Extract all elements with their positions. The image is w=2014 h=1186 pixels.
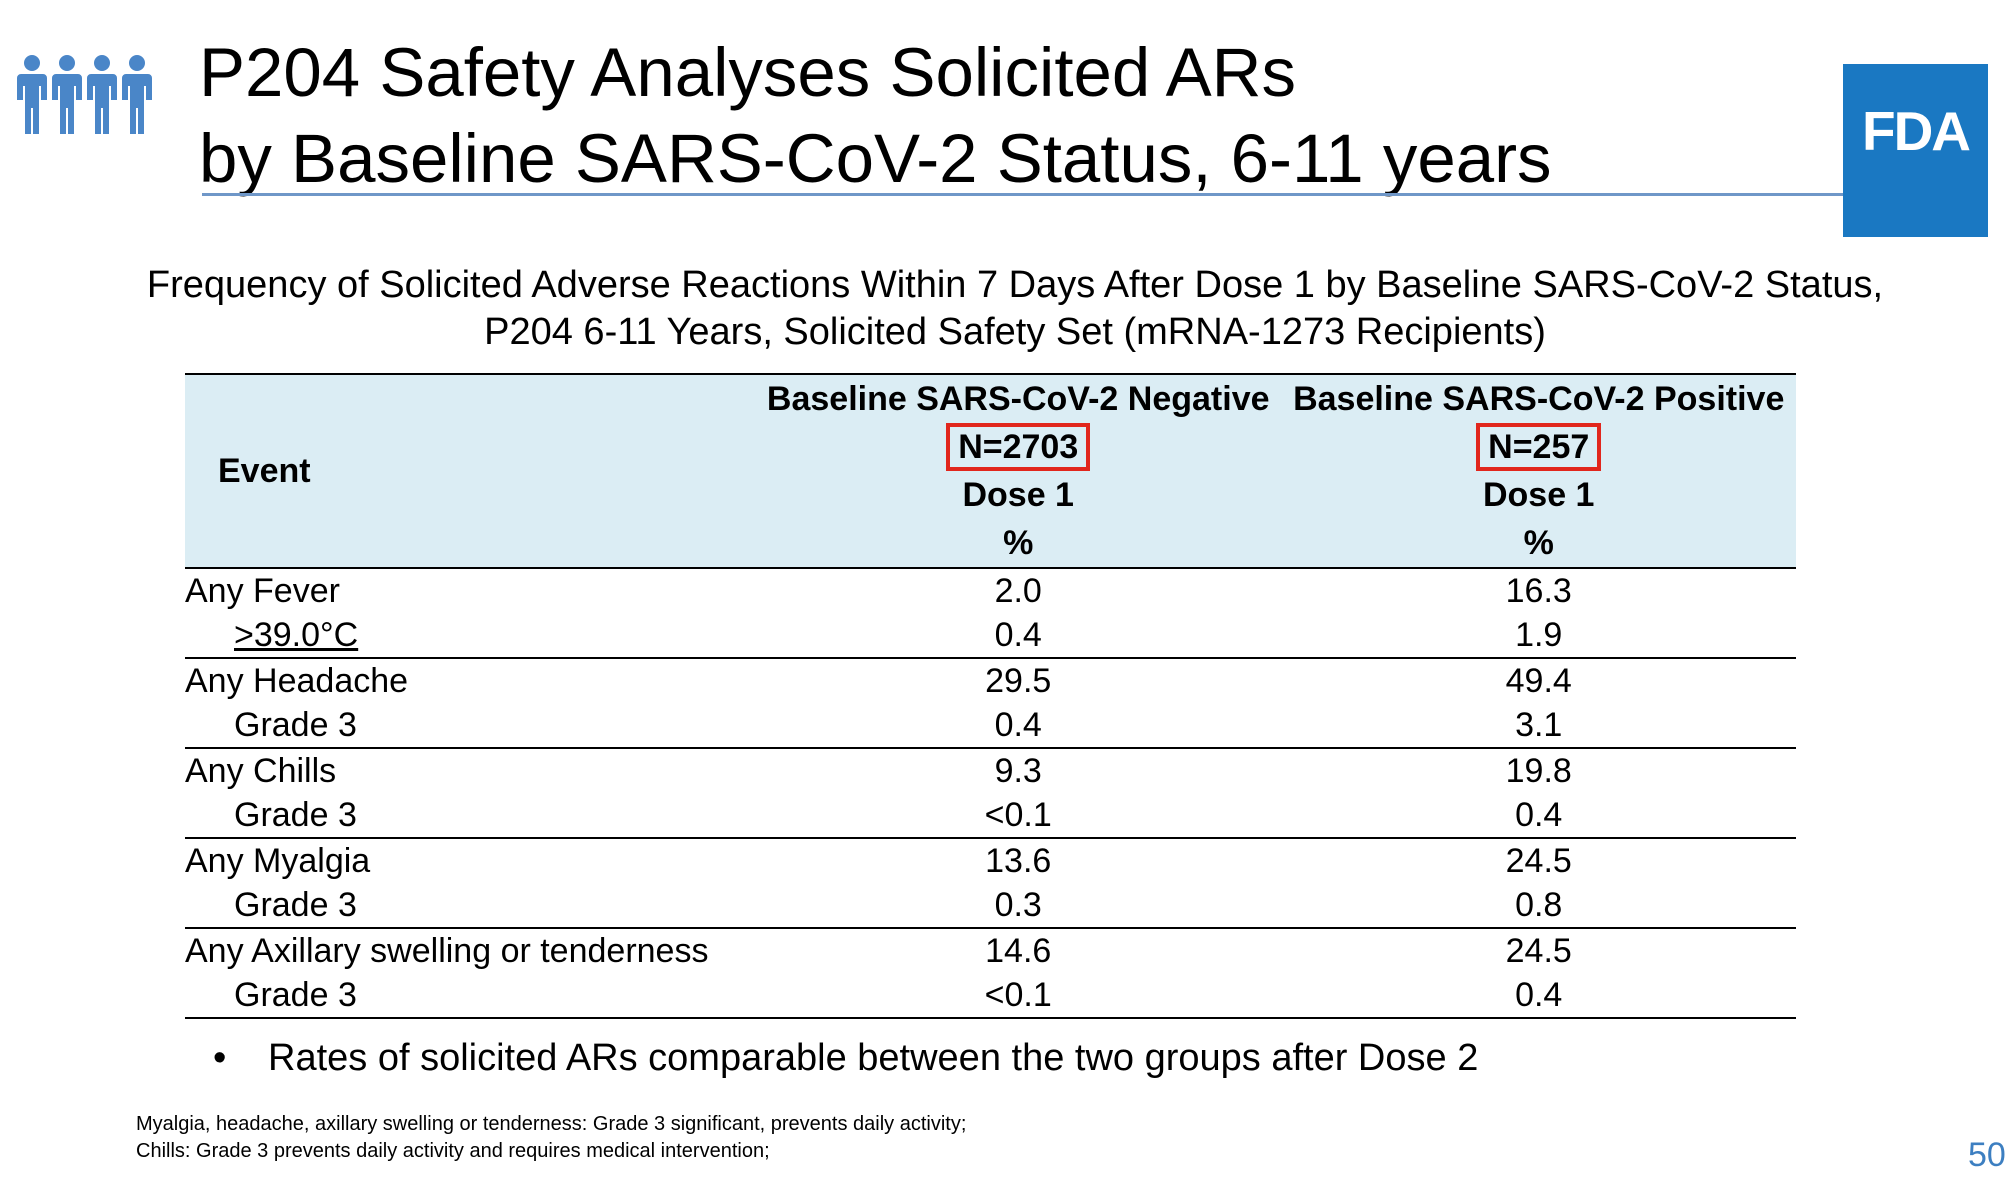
event-cell: Any Myalgia xyxy=(185,842,371,880)
negative-value-cell: 0.4 xyxy=(755,703,1282,749)
summary-bullet: • Rates of solicited ARs comparable betw… xyxy=(213,1034,1478,1082)
positive-column-header: Baseline SARS-CoV-2 Positive N=257 Dose … xyxy=(1281,374,1796,568)
page-number: 50 xyxy=(1968,1136,2006,1174)
negative-value-cell: 13.6 xyxy=(985,842,1052,880)
positive-value-cell: 24.5 xyxy=(1505,932,1572,970)
positive-unit-label: % xyxy=(1523,524,1554,562)
summary-bullet-text: Rates of solicited ARs comparable betwee… xyxy=(268,1037,1479,1079)
caption-line-2: P204 6-11 Years, Solicited Safety Set (m… xyxy=(484,311,1546,353)
title-line-1: P204 Safety Analyses Solicited ARs xyxy=(199,34,1296,111)
table-row: Grade 3 <0.1 0.4 xyxy=(185,973,1796,1019)
negative-value-cell: <0.1 xyxy=(755,793,1282,839)
table-caption: Frequency of Solicited Adverse Reactions… xyxy=(100,262,1930,356)
event-cell: Any Headache xyxy=(185,662,409,700)
negative-value-cell: <0.1 xyxy=(755,973,1282,1019)
negative-column-title: Baseline SARS-CoV-2 Negative xyxy=(766,380,1270,418)
positive-value-cell: 1.9 xyxy=(1281,613,1796,659)
positive-value-cell: 16.3 xyxy=(1281,567,1796,613)
bullet-dot-icon: • xyxy=(213,1037,227,1079)
positive-value-cell: 0.4 xyxy=(1281,793,1796,839)
positive-value-cell: 0.8 xyxy=(1281,883,1796,929)
event-cell: Grade 3 xyxy=(185,973,755,1019)
table-row: Grade 3 0.4 3.1 xyxy=(185,703,1796,749)
negative-dose-label: Dose 1 xyxy=(962,476,1074,514)
event-text: >39.0°C xyxy=(234,616,359,654)
positive-value-cell: 3.1 xyxy=(1281,703,1796,749)
event-cell: Any Chills xyxy=(185,752,337,790)
event-cell: Grade 3 xyxy=(185,703,755,749)
people-group-icon xyxy=(17,55,152,134)
footnote-line-1: Myalgia, headache, axillary swelling or … xyxy=(136,1113,967,1135)
table-row: Any Myalgia 13.6 24.5 xyxy=(185,838,1796,883)
title-line-2: by Baseline SARS-CoV-2 Status, 6-11 year… xyxy=(199,120,1552,197)
event-cell: Any Axillary swelling or tenderness xyxy=(185,932,709,970)
table-row: Grade 3 <0.1 0.4 xyxy=(185,793,1796,839)
event-header: Event xyxy=(185,374,755,568)
negative-value-cell: 0.4 xyxy=(755,613,1282,659)
negative-column-header: Baseline SARS-CoV-2 Negative N=2703 Dose… xyxy=(755,374,1282,568)
footnote-line-2: Chills: Grade 3 prevents daily activity … xyxy=(136,1140,770,1162)
title-underline xyxy=(202,193,1930,196)
negative-n-count: N=2703 xyxy=(946,423,1091,471)
positive-n-count: N=257 xyxy=(1476,423,1602,471)
event-cell: Any Fever xyxy=(185,567,755,613)
positive-column-title: Baseline SARS-CoV-2 Positive xyxy=(1293,380,1785,418)
table-header-row: Event Baseline SARS-CoV-2 Negative N=270… xyxy=(185,374,1796,568)
negative-value-cell: 29.5 xyxy=(985,662,1052,700)
fda-logo: FDA xyxy=(1843,64,1988,237)
positive-dose-label: Dose 1 xyxy=(1482,476,1595,514)
fda-logo-text: FDA xyxy=(1861,99,1971,162)
positive-value-cell: 24.5 xyxy=(1505,842,1572,880)
page-title: P204 Safety Analyses Solicited ARs by Ba… xyxy=(199,30,1552,202)
event-cell: Grade 3 xyxy=(185,883,755,929)
event-cell: >39.0°C xyxy=(185,613,755,659)
footnotes: Myalgia, headache, axillary swelling or … xyxy=(136,1111,966,1165)
negative-value-cell: 9.3 xyxy=(994,752,1042,790)
table-row: Any Axillary swelling or tenderness 14.6… xyxy=(185,928,1796,973)
table-row: Any Fever 2.0 16.3 xyxy=(185,567,1796,613)
table-row: Grade 3 0.3 0.8 xyxy=(185,883,1796,929)
solicited-ar-table: Event Baseline SARS-CoV-2 Negative N=270… xyxy=(185,373,1796,1019)
positive-value-cell: 0.4 xyxy=(1281,973,1796,1019)
negative-unit-label: % xyxy=(1003,524,1034,562)
event-cell: Grade 3 xyxy=(185,793,755,839)
table-row: >39.0°C 0.4 1.9 xyxy=(185,613,1796,659)
caption-line-1: Frequency of Solicited Adverse Reactions… xyxy=(146,264,1884,306)
negative-value-cell: 14.6 xyxy=(985,932,1052,970)
positive-value-cell: 19.8 xyxy=(1505,752,1572,790)
negative-value-cell: 2.0 xyxy=(755,567,1282,613)
negative-value-cell: 0.3 xyxy=(755,883,1282,929)
table-row: Any Headache 29.5 49.4 xyxy=(185,658,1796,703)
positive-value-cell: 49.4 xyxy=(1505,662,1572,700)
table-row: Any Chills 9.3 19.8 xyxy=(185,748,1796,793)
